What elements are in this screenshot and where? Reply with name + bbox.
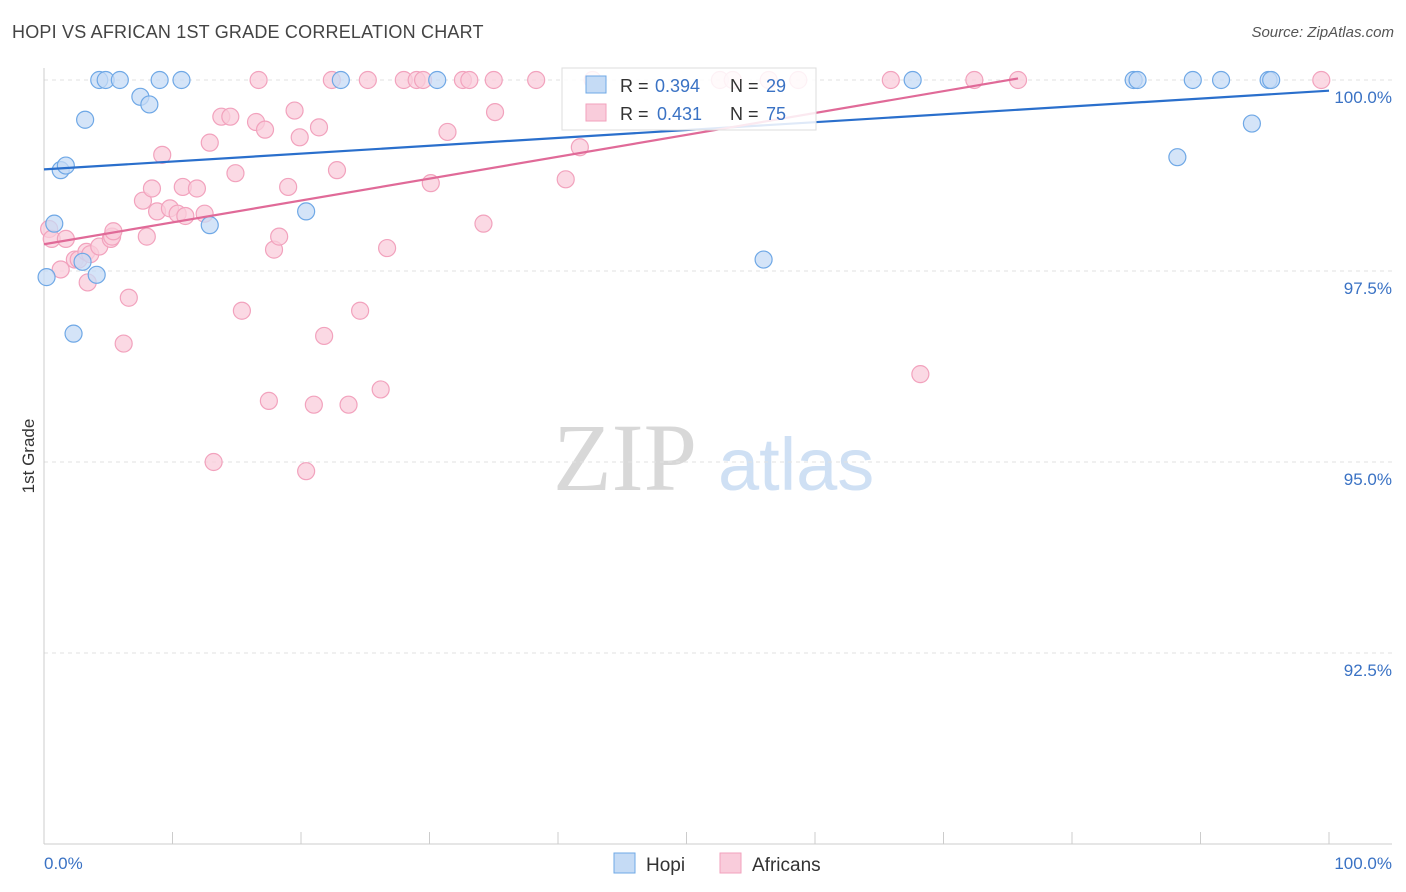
africans-point-31 <box>232 301 251 320</box>
hopi-point-0 <box>37 268 56 287</box>
africans-point-62 <box>527 70 546 90</box>
africans-point-46 <box>327 161 347 180</box>
y-tick-label-0: 100.0% <box>1334 88 1392 107</box>
hopi-point-23 <box>1168 148 1187 167</box>
hopi-point-5 <box>73 252 92 271</box>
y-tick-label-1: 97.5% <box>1344 279 1392 298</box>
y-tick-label-2: 95.0% <box>1344 470 1392 489</box>
watermark-atlas: atlas <box>718 423 874 506</box>
hopi-point-10 <box>110 70 129 90</box>
chart-source: Source: ZipAtlas.com <box>1251 24 1394 41</box>
x-ticks <box>43 832 1330 844</box>
hopi-point-3 <box>56 156 75 175</box>
x-tick-label-min: 0.0% <box>44 854 83 873</box>
hopi-point-18 <box>428 70 447 90</box>
legend-hopi-label: Hopi <box>646 855 685 876</box>
hopi-point-14 <box>172 70 191 90</box>
africans-point-49 <box>358 70 377 90</box>
hopi-point-6 <box>76 110 95 129</box>
y-tick-label-3: 92.5% <box>1344 661 1392 680</box>
axes <box>43 68 1392 845</box>
africans-point-13 <box>114 334 133 353</box>
africans-point-33 <box>249 70 268 90</box>
africans-point-29 <box>221 107 240 126</box>
africans-point-74 <box>1312 70 1331 90</box>
stats-legend-africans-swatch <box>585 103 607 122</box>
africans-point-47 <box>339 395 358 414</box>
hopi-point-16 <box>297 202 316 221</box>
africans-point-51 <box>377 238 397 258</box>
bottom-legend: Hopi Africans <box>613 852 821 876</box>
africans-point-60 <box>484 70 503 90</box>
africans-point-15 <box>133 191 153 210</box>
stats-africans-n-value: 75 <box>766 104 786 124</box>
hopi-point-26 <box>1242 114 1262 133</box>
africans-point-30 <box>226 164 245 183</box>
stats-hopi-n-value: 29 <box>766 76 786 96</box>
hopi-point-13 <box>150 70 169 90</box>
africans-point-40 <box>290 128 309 147</box>
africans-point-35 <box>259 391 278 410</box>
africans-point-63 <box>556 170 575 189</box>
stats-legend: R = 0.394 N = 29 R = 0.431 N = 75 <box>561 67 817 131</box>
y-axis-title: 1st Grade <box>19 419 38 494</box>
stats-africans-r-label: R = <box>620 104 649 124</box>
legend-africans-label: Africans <box>752 855 821 876</box>
stats-legend-hopi-swatch <box>585 75 607 94</box>
africans-point-48 <box>351 301 370 320</box>
africans-point-38 <box>279 177 298 197</box>
africans-point-70 <box>881 70 900 90</box>
x-tick-label-max: 100.0% <box>1334 854 1392 873</box>
africans-point-27 <box>204 452 223 472</box>
africans-point-61 <box>485 102 505 122</box>
hopi-point-24 <box>1183 70 1202 90</box>
hopi-point-17 <box>331 70 350 90</box>
africans-point-50 <box>371 380 390 399</box>
watermark-zip: ZIP <box>553 404 697 511</box>
hopi-points <box>37 70 1281 343</box>
hopi-point-4 <box>64 324 83 343</box>
legend-africans-swatch <box>719 852 742 874</box>
africans-point-41 <box>297 462 316 481</box>
africans-point-42 <box>304 395 323 414</box>
africans-point-24 <box>187 179 207 198</box>
africans-point-16 <box>137 227 156 246</box>
stats-africans-n-label: N = <box>730 104 759 124</box>
hopi-point-20 <box>903 70 922 90</box>
africans-trend-line <box>43 77 1019 246</box>
hopi-point-12 <box>140 95 159 114</box>
stats-hopi-r-label: R = <box>620 76 649 96</box>
stats-hopi-n-label: N = <box>730 76 759 96</box>
africans-point-17 <box>142 179 162 198</box>
africans-point-34 <box>255 120 275 139</box>
hopi-point-19 <box>754 250 773 269</box>
stats-hopi-r-value: 0.394 <box>655 76 700 96</box>
africans-point-56 <box>438 122 457 142</box>
africans-point-19 <box>153 145 172 164</box>
africans-point-44 <box>315 326 334 346</box>
hopi-point-1 <box>45 214 64 233</box>
africans-point-43 <box>309 118 329 137</box>
hopi-point-22 <box>1128 70 1147 90</box>
africans-point-2 <box>51 260 70 279</box>
africans-point-58 <box>460 70 479 90</box>
africans-point-71 <box>911 365 930 384</box>
y-tick-labels: 100.0% 97.5% 95.0% 92.5% <box>1334 88 1392 680</box>
africans-point-14 <box>119 288 138 307</box>
hopi-point-7 <box>87 265 106 284</box>
africans-point-26 <box>200 133 219 152</box>
gridlines <box>44 79 1392 654</box>
legend-hopi-swatch <box>613 852 636 874</box>
hopi-point-15 <box>200 216 219 235</box>
africans-point-37 <box>270 227 289 246</box>
africans-point-59 <box>474 214 493 233</box>
chart-title: HOPI VS AFRICAN 1ST GRADE CORRELATION CH… <box>12 22 484 42</box>
hopi-point-28 <box>1262 70 1281 90</box>
stats-africans-r-value: 0.431 <box>657 104 702 124</box>
africans-point-39 <box>285 101 304 120</box>
hopi-point-25 <box>1211 70 1231 90</box>
